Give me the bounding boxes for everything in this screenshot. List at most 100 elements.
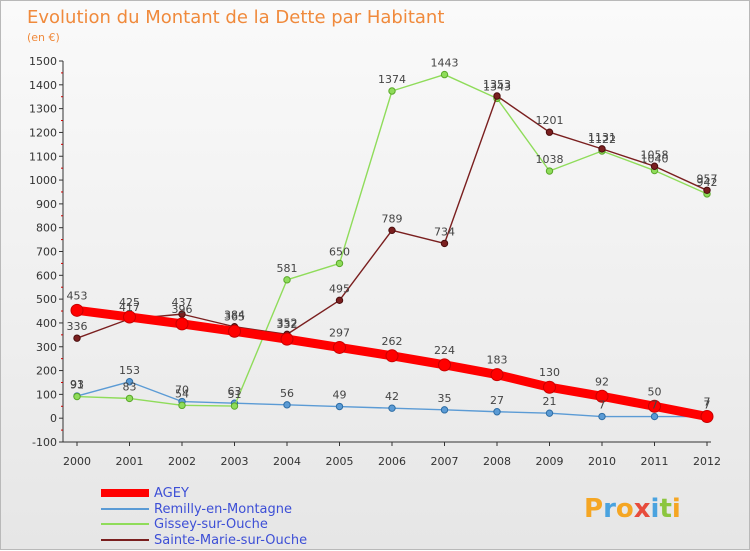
y-axis-ticks: -100 0 100 200 300 400 500 600 700 800 900 1000 1100… <box>29 55 63 449</box>
data-label: 352 <box>277 316 298 329</box>
data-label: 650 <box>329 245 350 258</box>
data-point <box>650 412 659 421</box>
data-label: 789 <box>382 212 403 225</box>
data-label: 50 <box>648 385 662 398</box>
x-tick-label: 2010 <box>588 455 616 468</box>
x-tick-label: 2000 <box>63 455 91 468</box>
y-tick-label: 1200 <box>29 126 57 139</box>
data-point <box>493 92 501 100</box>
data-label: 7 <box>651 399 658 412</box>
data-label: 453 <box>67 289 88 302</box>
data-label: 70 <box>175 384 189 397</box>
y-tick-label: 900 <box>36 198 57 211</box>
data-point <box>543 380 556 394</box>
data-point <box>70 303 84 317</box>
y-tick-label: 800 <box>36 222 57 235</box>
data-point <box>545 128 554 136</box>
y-tick-label: 600 <box>36 269 57 282</box>
data-point <box>73 334 81 342</box>
data-label: 91 <box>70 379 84 392</box>
data-label: 262 <box>382 335 403 348</box>
data-label: 1353 <box>483 78 511 91</box>
data-point <box>703 186 711 195</box>
data-label: 1201 <box>536 114 564 127</box>
y-tick-label: 1400 <box>29 79 57 92</box>
legend-label: Remilly-en-Montagne <box>154 502 292 517</box>
y-tick-label: 1300 <box>29 103 57 116</box>
data-point <box>230 402 239 410</box>
data-point <box>125 378 134 386</box>
data-label: 21 <box>543 395 557 408</box>
logo-letter: x <box>634 494 651 524</box>
data-point <box>545 167 554 175</box>
data-label: 332 <box>277 318 298 331</box>
data-point <box>335 259 344 268</box>
data-label: 297 <box>329 326 350 339</box>
data-point <box>335 402 344 411</box>
data-point <box>595 389 609 403</box>
data-point <box>73 392 81 401</box>
x-tick-label: 2009 <box>536 455 564 468</box>
data-label: 1374 <box>378 73 406 86</box>
data-label: 56 <box>280 387 294 400</box>
data-point <box>598 145 606 153</box>
data-point <box>440 406 449 414</box>
data-label: 42 <box>385 390 399 403</box>
data-label: 27 <box>490 394 504 407</box>
data-point <box>175 317 189 331</box>
data-label: 336 <box>67 320 88 333</box>
chart-title: Evolution du Montant de la Dette par Hab… <box>27 7 444 28</box>
data-label: 130 <box>539 366 560 379</box>
x-tick-label: 2002 <box>168 455 196 468</box>
data-point <box>123 310 136 324</box>
y-tick-label: 500 <box>36 293 57 306</box>
data-point <box>335 296 344 305</box>
logo-letter: o <box>616 494 634 524</box>
y-tick-label: 700 <box>36 246 57 259</box>
data-labels: 93 153 70 63 56 49 42 35 27 21 7 7 7 91 83 54 51 581 650 13… <box>67 57 718 412</box>
x-tick-label: 2005 <box>326 455 354 468</box>
data-point <box>650 162 659 170</box>
x-tick-label: 2001 <box>116 455 144 468</box>
data-label: 425 <box>119 296 140 309</box>
data-label: 437 <box>172 296 193 309</box>
data-label: 35 <box>438 392 452 405</box>
data-point <box>440 70 449 79</box>
data-label: 417 <box>119 301 140 314</box>
data-point <box>440 239 449 248</box>
data-point <box>598 412 606 421</box>
data-label: 734 <box>434 225 455 238</box>
data-label: 63 <box>228 385 242 398</box>
logo-letter: i <box>651 494 660 524</box>
x-tick-label: 2008 <box>483 455 511 468</box>
y-tick-label: 0 <box>50 412 57 425</box>
data-label: 7 <box>599 399 606 412</box>
data-label: 93 <box>70 378 84 391</box>
data-label: 365 <box>224 310 245 323</box>
data-point <box>178 310 186 318</box>
data-label: 153 <box>119 364 140 377</box>
x-axis-ticks: 2000 2001 2002 2003 2004 2005 2006 2007 2008 2009… <box>63 442 721 468</box>
data-label: 1040 <box>641 153 669 166</box>
x-tick-label: 2004 <box>273 455 301 468</box>
data-label: 1122 <box>588 133 616 146</box>
data-point <box>388 404 396 412</box>
data-label: 183 <box>487 354 508 367</box>
y-tick-label: 400 <box>36 317 57 330</box>
data-point <box>388 87 396 95</box>
data-point <box>125 394 134 403</box>
data-point <box>700 410 714 424</box>
data-label: 1343 <box>483 80 511 93</box>
y-tick-label: 200 <box>36 365 57 378</box>
data-point <box>493 408 501 416</box>
data-point <box>228 324 241 338</box>
data-label: 51 <box>228 388 242 401</box>
data-point <box>545 409 554 417</box>
legend-label: Sainte-Marie-sur-Ouche <box>154 533 307 548</box>
data-label: 224 <box>434 344 455 357</box>
data-point <box>178 401 186 410</box>
data-point <box>385 349 399 363</box>
logo-letter: i <box>672 494 681 524</box>
